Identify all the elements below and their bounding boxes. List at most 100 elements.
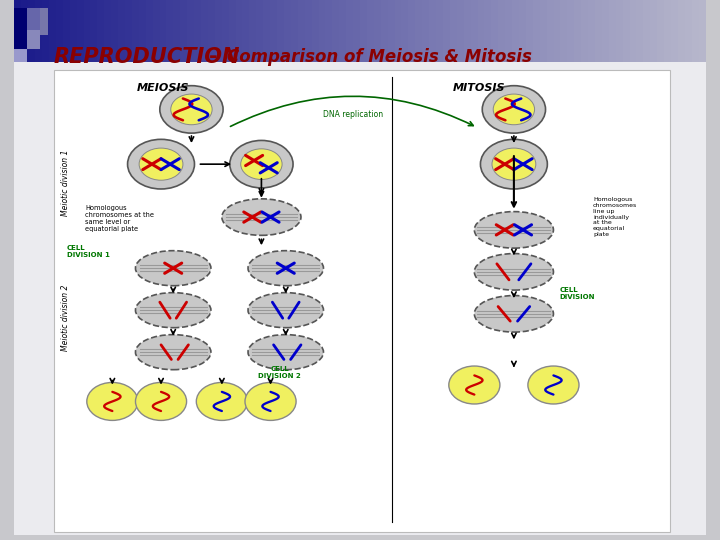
Bar xyxy=(671,0,679,62)
Bar xyxy=(346,0,354,62)
Bar xyxy=(194,0,202,62)
Ellipse shape xyxy=(160,86,223,133)
Bar xyxy=(408,0,416,62)
Bar xyxy=(636,0,644,62)
Ellipse shape xyxy=(248,335,323,370)
Bar xyxy=(40,8,48,35)
Bar xyxy=(381,0,388,62)
Bar xyxy=(264,0,271,62)
Ellipse shape xyxy=(240,149,282,179)
Bar xyxy=(63,0,71,62)
Bar xyxy=(284,0,292,62)
Bar xyxy=(97,0,105,62)
Bar xyxy=(395,0,402,62)
Bar xyxy=(14,8,27,49)
Bar xyxy=(27,8,40,30)
Bar xyxy=(692,0,699,62)
Bar xyxy=(477,0,485,62)
Bar xyxy=(471,0,478,62)
Bar xyxy=(623,0,630,62)
Bar xyxy=(291,0,299,62)
Bar xyxy=(698,0,706,62)
Bar xyxy=(76,0,84,62)
Bar xyxy=(243,0,250,62)
Bar xyxy=(187,0,195,62)
Text: REPRODUCTION: REPRODUCTION xyxy=(54,46,240,67)
Bar xyxy=(485,0,492,62)
Bar xyxy=(139,0,146,62)
Bar xyxy=(222,0,230,62)
Bar xyxy=(374,0,382,62)
Bar xyxy=(14,0,22,62)
Bar xyxy=(208,0,215,62)
Text: Homologous
chromosomes
line up
individually
at the
equatorial
plate: Homologous chromosomes line up individua… xyxy=(593,197,637,237)
Bar xyxy=(215,0,222,62)
Bar xyxy=(42,0,50,62)
Bar xyxy=(422,0,430,62)
Bar xyxy=(70,0,77,62)
Bar xyxy=(415,0,423,62)
Text: CELL
DIVISION: CELL DIVISION xyxy=(559,287,595,300)
Text: Comparison of Meiosis & Mitosis: Comparison of Meiosis & Mitosis xyxy=(227,48,531,66)
Bar xyxy=(560,0,568,62)
Bar xyxy=(456,0,464,62)
Bar xyxy=(91,0,98,62)
Bar xyxy=(387,0,395,62)
Ellipse shape xyxy=(482,86,546,133)
Ellipse shape xyxy=(493,94,534,125)
Bar xyxy=(664,0,672,62)
Text: -: - xyxy=(209,46,217,67)
Bar xyxy=(166,0,174,62)
Bar xyxy=(546,0,554,62)
Bar xyxy=(678,0,685,62)
Ellipse shape xyxy=(127,139,194,189)
Bar xyxy=(325,0,333,62)
Bar xyxy=(554,0,561,62)
Text: DNA replication: DNA replication xyxy=(323,110,383,119)
Bar xyxy=(118,0,126,62)
Bar xyxy=(270,0,278,62)
Bar xyxy=(125,0,132,62)
Bar xyxy=(14,49,27,62)
Bar xyxy=(28,0,36,62)
Bar xyxy=(174,0,181,62)
Bar xyxy=(533,0,541,62)
Ellipse shape xyxy=(197,382,248,421)
Text: CELL
DIVISION 1: CELL DIVISION 1 xyxy=(67,245,109,258)
Bar xyxy=(145,0,153,62)
Bar xyxy=(298,0,305,62)
Bar xyxy=(436,0,444,62)
Bar xyxy=(229,0,236,62)
Bar xyxy=(588,0,595,62)
Bar xyxy=(609,0,616,62)
Ellipse shape xyxy=(135,293,211,328)
Bar xyxy=(353,0,361,62)
Bar xyxy=(505,0,513,62)
Bar xyxy=(650,0,658,62)
Bar xyxy=(333,0,340,62)
Ellipse shape xyxy=(87,382,138,421)
Bar xyxy=(644,0,651,62)
Bar xyxy=(402,0,409,62)
Bar xyxy=(450,0,457,62)
Ellipse shape xyxy=(222,199,301,235)
Bar xyxy=(180,0,188,62)
Bar xyxy=(429,0,437,62)
Ellipse shape xyxy=(248,251,323,286)
Ellipse shape xyxy=(135,251,211,286)
Bar xyxy=(657,0,665,62)
Bar xyxy=(595,0,603,62)
Bar xyxy=(519,0,526,62)
Bar xyxy=(443,0,451,62)
Ellipse shape xyxy=(139,148,183,180)
Bar xyxy=(540,0,547,62)
Bar xyxy=(235,0,243,62)
Bar xyxy=(339,0,347,62)
Ellipse shape xyxy=(230,140,293,188)
Bar xyxy=(312,0,319,62)
Text: MITOSIS: MITOSIS xyxy=(453,83,505,92)
Bar xyxy=(616,0,624,62)
Ellipse shape xyxy=(135,382,186,421)
Ellipse shape xyxy=(171,94,212,125)
Bar xyxy=(512,0,520,62)
